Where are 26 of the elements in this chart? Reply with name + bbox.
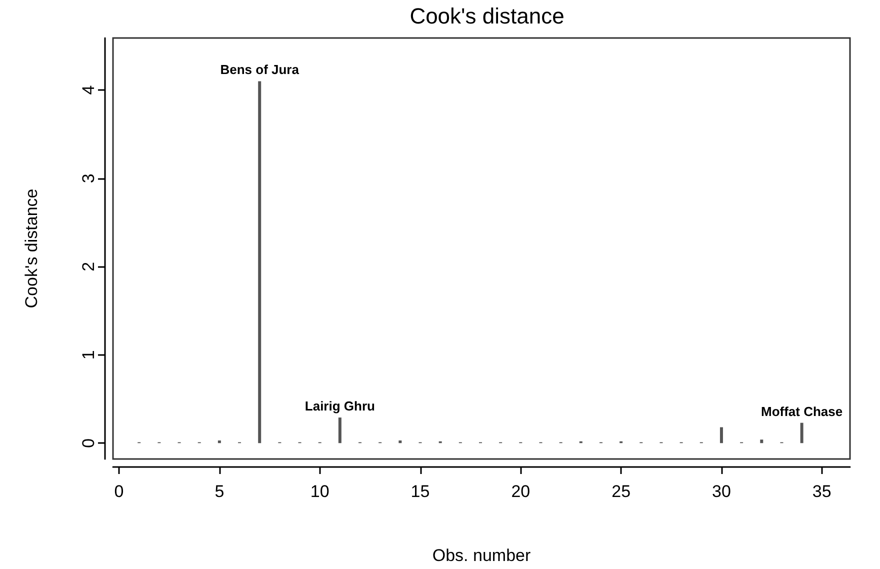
bar — [398, 440, 402, 444]
annotation: Lairig Ghru — [304, 398, 376, 414]
bar — [218, 440, 221, 444]
x-tick-label: 0 — [114, 482, 124, 501]
x-axis-title: Obs. number — [432, 546, 531, 565]
chart-title: Cook's distance — [410, 4, 564, 28]
x-tick-label: 20 — [511, 482, 530, 501]
bar — [720, 427, 723, 444]
bar — [258, 81, 262, 444]
bar — [760, 440, 764, 444]
bar — [800, 422, 804, 444]
x-tick-label: 30 — [712, 482, 731, 501]
bar — [338, 418, 342, 444]
annotation: Bens of Jura — [220, 62, 300, 78]
y-tick-label: 4 — [79, 85, 98, 95]
x-tick-label: 35 — [812, 482, 832, 501]
y-tick-label: 0 — [79, 438, 98, 448]
y-tick-label: 1 — [79, 350, 98, 360]
y-tick-label: 3 — [79, 174, 98, 184]
x-tick-label: 15 — [410, 482, 430, 501]
x-tick-label: 25 — [612, 482, 631, 501]
y-tick-label: 2 — [79, 262, 98, 272]
annotation: Moffat Chase — [760, 404, 843, 419]
x-tick-label: 10 — [310, 482, 330, 501]
y-axis-title: Cook's distance — [22, 188, 41, 308]
x-tick-label: 5 — [214, 482, 224, 501]
